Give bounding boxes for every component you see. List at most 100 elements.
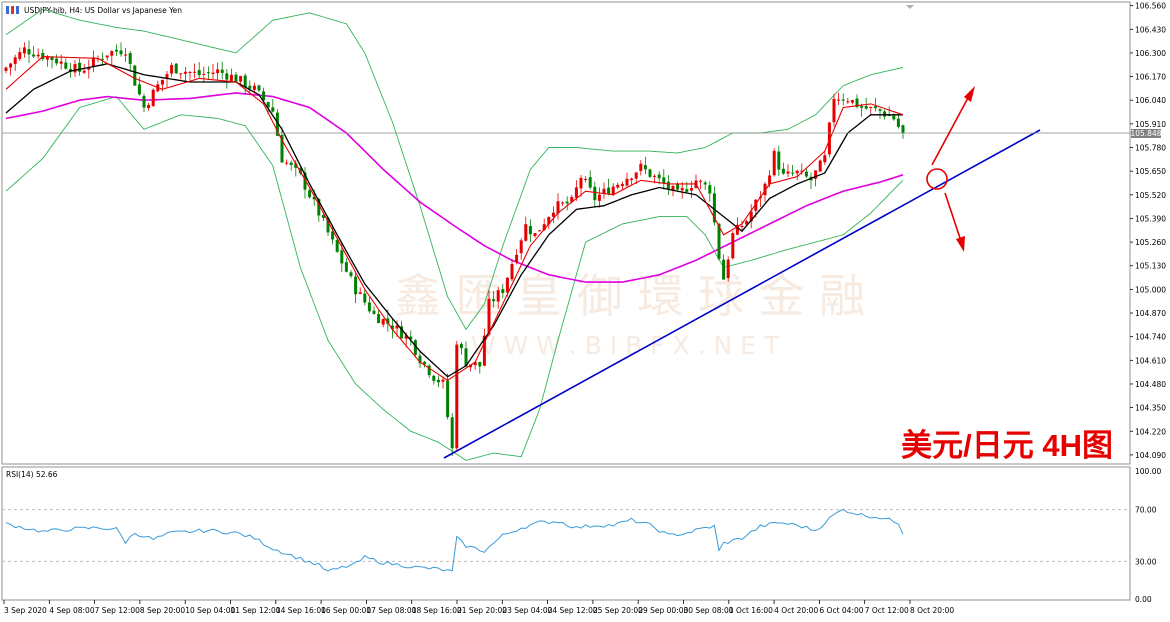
candle-body (418, 355, 422, 364)
pivot-circle (926, 168, 948, 190)
candle-body (441, 379, 445, 382)
candle-body (740, 226, 744, 228)
price-tick-label: 106.040 (1135, 96, 1166, 105)
candle-body (179, 73, 183, 75)
time-tick-label: 30 Sep 08:00 (684, 606, 734, 615)
candle-body (542, 224, 546, 231)
candle-body (699, 180, 703, 182)
candle-body (151, 89, 155, 107)
candle-body (170, 65, 174, 74)
candle-body (18, 52, 22, 59)
candle-body (124, 54, 128, 56)
time-tick-label: 23 Sep 04:00 (502, 606, 552, 615)
time-tick-label: 1 Oct 16:00 (729, 606, 773, 615)
candle-body (160, 79, 164, 85)
candle-body (735, 224, 739, 235)
candle-body (400, 326, 404, 339)
rsi-plot-frame (1, 466, 1131, 601)
candle-body (289, 162, 293, 165)
candle-body (685, 189, 689, 192)
candle-body (593, 186, 597, 201)
time-tick-label: 14 Sep 16:00 (276, 606, 326, 615)
trendline[interactable] (443, 129, 1041, 459)
watermark-url: W W W . B I B F X . N E T (471, 331, 780, 360)
time-tick-label: 4 Oct 20:00 (774, 606, 818, 615)
up-arrow-shaft (931, 95, 970, 166)
candle-body (791, 172, 795, 174)
candle-body (197, 70, 201, 76)
candle-body (795, 170, 799, 174)
candle-body (308, 190, 312, 198)
candle-body (620, 184, 624, 187)
candle-body (36, 54, 40, 57)
candle-body (478, 361, 482, 367)
candle-body (142, 95, 146, 108)
candle-body (607, 187, 611, 195)
candle-body (896, 118, 900, 127)
candle-body (262, 91, 266, 101)
rsi-label: RSI(14) 52.66 (6, 470, 58, 479)
candle-body (473, 362, 477, 366)
candle-body (616, 184, 620, 188)
candle-body (717, 223, 721, 259)
candle-body (45, 56, 49, 60)
candle-body (9, 63, 13, 68)
candle-body (786, 171, 790, 174)
candle-body (137, 84, 141, 95)
candle-body (105, 55, 109, 58)
candle-body (579, 177, 583, 189)
candle-body (358, 292, 362, 294)
time-tick-label: 11 Sep 12:00 (231, 606, 281, 615)
candle-body (280, 134, 284, 163)
time-tick-label: 8 Sep 20:00 (140, 606, 186, 615)
price-tick-label: 104.870 (1135, 309, 1166, 318)
candle-body (91, 57, 95, 67)
rsi-tick-label: 30.00 (1135, 557, 1157, 566)
candle-body (459, 343, 463, 349)
candle-body (832, 98, 836, 123)
candle-body (119, 50, 123, 55)
chart-scroll-arrow-icon[interactable] (906, 5, 914, 9)
candle-body (731, 233, 735, 259)
candle-body (413, 340, 417, 355)
price-tick-label: 106.300 (1135, 49, 1166, 58)
fast-moving-average (5, 56, 904, 381)
candle-body (404, 335, 408, 339)
candle-body (501, 289, 505, 293)
candle-body (883, 111, 887, 117)
candle-body (266, 102, 270, 108)
price-tick-label: 105.000 (1135, 285, 1166, 294)
candle-body (193, 71, 197, 73)
candle-body (855, 98, 859, 107)
candle-body (469, 364, 473, 368)
candle-body (377, 313, 381, 324)
candle-body (818, 160, 822, 172)
mid-moving-average (5, 63, 903, 378)
candle-body (519, 240, 523, 254)
candle-body (676, 184, 680, 190)
candle-body (50, 56, 54, 61)
candle-body (588, 177, 592, 188)
candle-body (703, 182, 707, 185)
candle-body (216, 69, 220, 74)
time-tick-label: 25 Sep 20:00 (593, 606, 643, 615)
candle-body (409, 336, 413, 340)
time-tick-label: 17 Sep 08:00 (366, 606, 416, 615)
candle-body (188, 72, 192, 74)
price-tick-label: 105.910 (1135, 120, 1166, 129)
candle-body (841, 99, 845, 101)
rsi-tick-label: 0.00 (1135, 595, 1152, 604)
candle-body (165, 74, 169, 79)
candle-body (850, 100, 854, 103)
price-tick-label: 104.610 (1135, 356, 1166, 365)
candle-body (464, 348, 468, 367)
price-tick-label: 105.260 (1135, 238, 1166, 247)
candle-body (634, 172, 638, 179)
price-tick-label: 105.650 (1135, 167, 1166, 176)
candle-body (335, 239, 339, 252)
candle-body (496, 290, 500, 302)
candle-body (386, 318, 390, 324)
candle-body (326, 217, 330, 233)
candle-body (823, 155, 827, 163)
